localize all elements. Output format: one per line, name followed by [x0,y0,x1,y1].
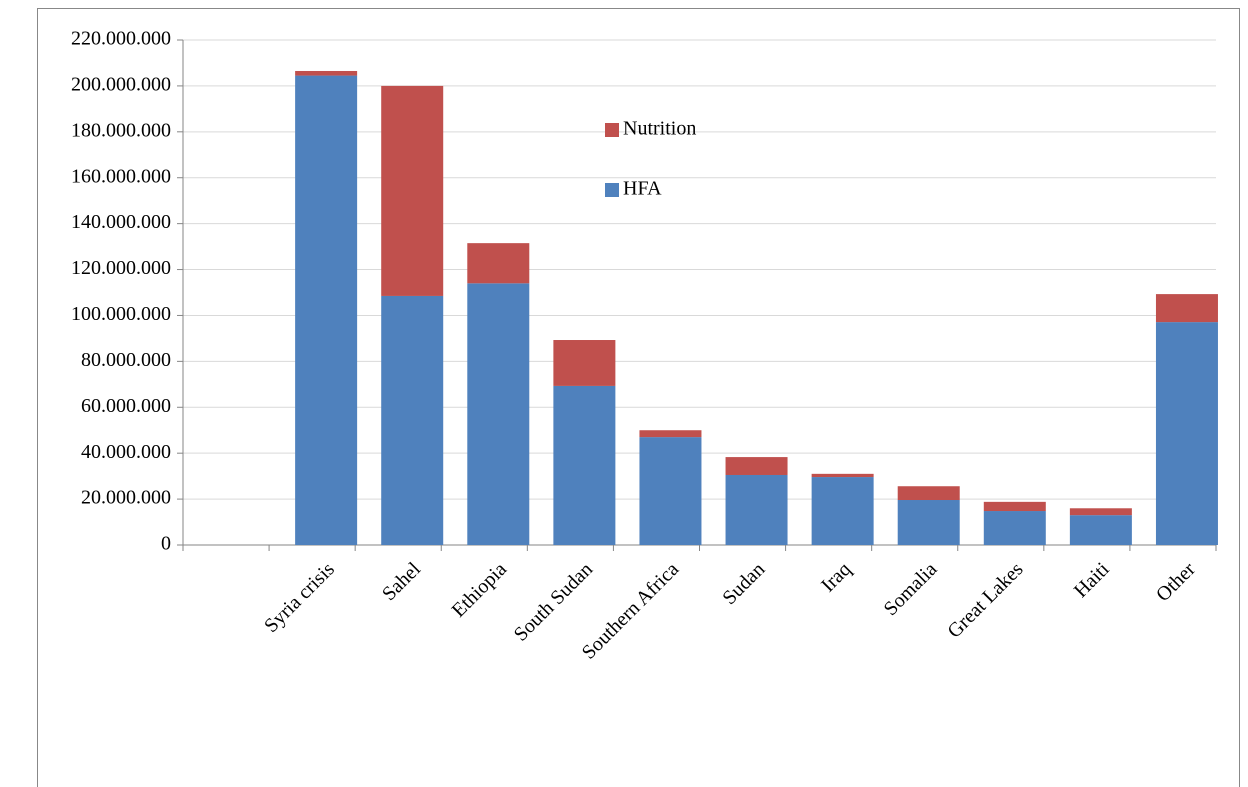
x-tick-label: Somalia [880,558,942,620]
y-tick-label: 80.000.000 [81,349,171,371]
bar-segment [725,474,788,545]
bar-segment [1155,294,1218,323]
legend-label: Nutrition [623,118,696,140]
x-tick-label: Syria crisis [260,558,339,637]
x-tick-label: Haiti [1070,558,1114,602]
bar-segment [897,500,960,545]
legend-label: HFA [623,178,662,200]
x-tick-label: Great Lakes [943,558,1027,642]
bar-segment [811,473,874,478]
bar-segment [1069,515,1132,545]
bar-segment [381,295,444,545]
bar-segment [295,70,358,76]
bar-segment [467,243,530,284]
y-tick-label: 200.000.000 [71,74,171,96]
bar-segment [295,75,358,546]
y-tick-label: 0 [161,533,171,555]
y-tick-label: 160.000.000 [71,165,171,187]
x-tick-label: Iraq [817,558,855,596]
x-tick-label: Sudan [718,558,769,609]
legend-swatch [605,123,619,137]
x-tick-label: Sahel [378,558,425,605]
bar-segment [983,511,1046,545]
y-tick-label: 20.000.000 [81,487,171,509]
bar-segment [725,457,788,475]
x-tick-label: Ethiopia [448,558,512,622]
bar-segment [467,283,530,545]
legend-swatch [605,183,619,197]
bar-segment [553,340,616,386]
bar-segment [897,486,960,501]
y-tick-label: 100.000.000 [71,303,171,325]
bar-segment [553,385,616,545]
bar-segment [811,477,874,545]
y-tick-label: 220.000.000 [71,28,171,50]
chart-frame [37,8,1240,787]
bar-segment [381,85,444,296]
bar-segment [1155,322,1218,545]
bar-segment [983,501,1046,512]
x-tick-label: Other [1152,558,1200,606]
y-tick-label: 180.000.000 [71,119,171,141]
y-tick-label: 140.000.000 [71,211,171,233]
bar-segment [639,437,702,545]
x-tick-label: South Sudan [510,558,597,645]
y-tick-label: 120.000.000 [71,257,171,279]
bar-segment [639,430,702,438]
bar-segment [1069,508,1132,516]
y-tick-label: 60.000.000 [81,395,171,417]
y-tick-label: 40.000.000 [81,441,171,463]
